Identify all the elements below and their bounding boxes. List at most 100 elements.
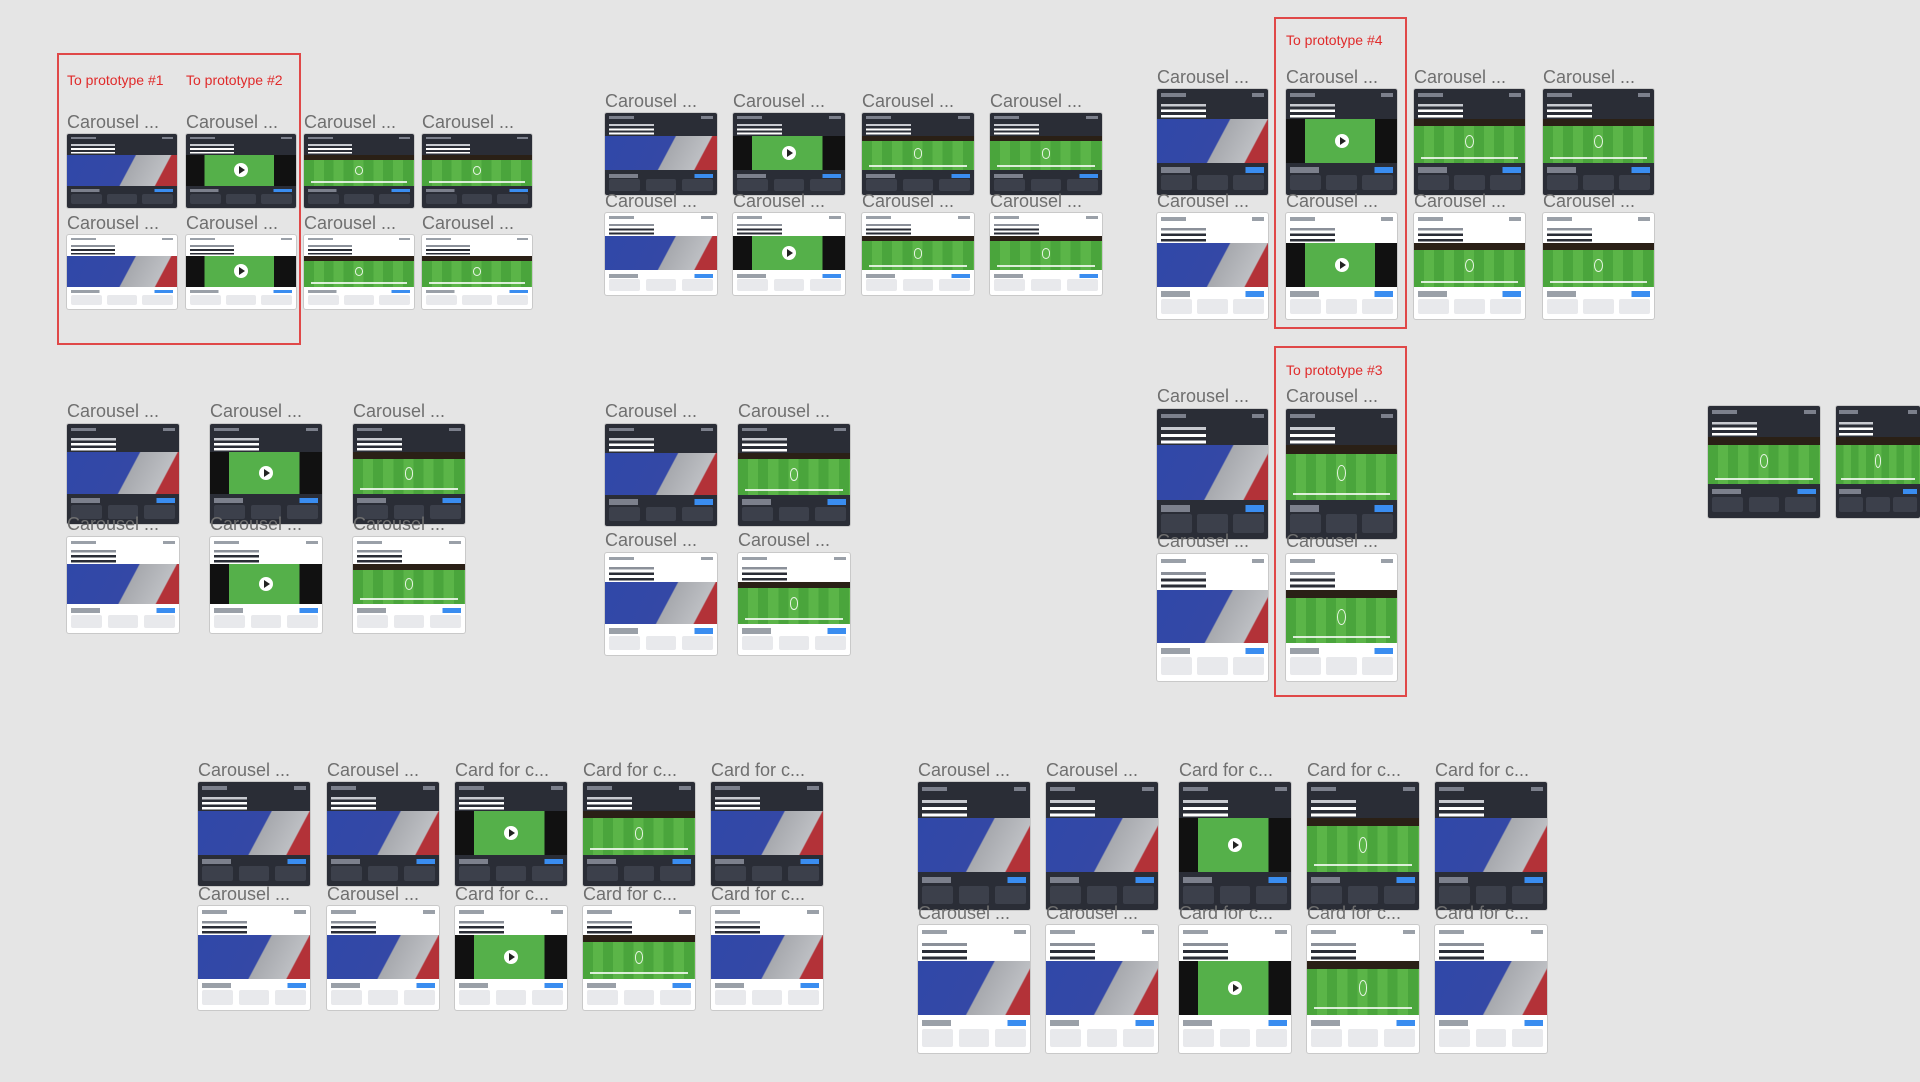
odds-button[interactable] — [959, 1029, 990, 1047]
odds-button[interactable] — [308, 194, 338, 204]
video-player[interactable] — [733, 136, 845, 170]
odds-button[interactable] — [922, 886, 953, 904]
odds-button[interactable] — [426, 194, 456, 204]
odds-button[interactable] — [379, 194, 409, 204]
live-stream[interactable] — [353, 452, 465, 494]
playback-bar[interactable] — [590, 972, 689, 974]
odds-button[interactable] — [459, 990, 490, 1005]
odds-button[interactable] — [752, 866, 783, 881]
odds-button[interactable] — [646, 507, 677, 521]
odds-button[interactable] — [1439, 1029, 1470, 1047]
odds-button[interactable] — [1454, 175, 1485, 190]
odds-button[interactable] — [1384, 886, 1415, 904]
video-player[interactable] — [455, 935, 567, 979]
frame-title[interactable]: Card for c... — [711, 884, 805, 904]
odds-button[interactable] — [1476, 1029, 1507, 1047]
frame-title[interactable]: Carousel ... — [605, 191, 697, 211]
match-card[interactable] — [1046, 925, 1158, 1053]
odds-button[interactable] — [682, 507, 713, 521]
match-card[interactable] — [733, 213, 845, 295]
odds-button[interactable] — [779, 636, 810, 650]
frame-title[interactable]: Card for c... — [583, 760, 677, 780]
odds-button[interactable] — [1233, 657, 1264, 675]
odds-button[interactable] — [1583, 299, 1614, 314]
match-card[interactable] — [1157, 89, 1268, 195]
odds-button[interactable] — [646, 179, 677, 190]
match-card[interactable] — [1543, 213, 1654, 319]
playback-bar[interactable] — [1314, 864, 1413, 866]
match-card[interactable] — [304, 235, 414, 309]
odds-button[interactable] — [496, 866, 527, 881]
odds-button[interactable] — [379, 295, 409, 305]
video-player[interactable] — [1179, 961, 1291, 1015]
odds-button[interactable] — [214, 615, 245, 628]
odds-button[interactable] — [995, 1029, 1026, 1047]
odds-button[interactable] — [394, 615, 425, 628]
frame-title[interactable]: Carousel ... — [198, 760, 290, 780]
match-card[interactable] — [738, 553, 850, 655]
playback-bar[interactable] — [590, 848, 689, 850]
match-card[interactable] — [1157, 213, 1268, 319]
live-stream[interactable] — [353, 564, 465, 604]
odds-button[interactable] — [1183, 886, 1214, 904]
frame-title[interactable]: Carousel ... — [1046, 903, 1138, 923]
prototype-link-label[interactable]: To prototype #3 — [1286, 362, 1383, 378]
odds-button[interactable] — [959, 886, 990, 904]
match-card[interactable] — [1179, 782, 1291, 910]
match-card[interactable] — [583, 906, 695, 1010]
frame-title[interactable]: Card for c... — [1179, 760, 1273, 780]
odds-button[interactable] — [1233, 514, 1264, 532]
frame-title[interactable]: Carousel ... — [918, 903, 1010, 923]
odds-button[interactable] — [497, 194, 527, 204]
frame-title[interactable]: Card for c... — [1435, 760, 1529, 780]
video-player[interactable] — [455, 811, 567, 855]
odds-button[interactable] — [587, 990, 618, 1005]
match-card[interactable] — [1414, 89, 1525, 195]
odds-button[interactable] — [815, 507, 846, 521]
odds-button[interactable] — [1197, 514, 1228, 532]
odds-button[interactable] — [1197, 657, 1228, 675]
odds-button[interactable] — [609, 636, 640, 650]
odds-button[interactable] — [994, 179, 1025, 190]
frame-title[interactable]: Carousel ... — [1157, 191, 1249, 211]
match-card[interactable] — [862, 113, 974, 195]
odds-button[interactable] — [682, 179, 713, 190]
playback-bar[interactable] — [745, 489, 844, 491]
frame-title[interactable]: Card for c... — [1435, 903, 1529, 923]
odds-button[interactable] — [344, 295, 374, 305]
playback-bar[interactable] — [1715, 478, 1814, 480]
odds-button[interactable] — [939, 279, 970, 290]
frame-title[interactable]: Carousel ... — [918, 760, 1010, 780]
odds-button[interactable] — [1050, 1029, 1081, 1047]
frame-title[interactable]: Carousel ... — [862, 191, 954, 211]
odds-button[interactable] — [1311, 1029, 1342, 1047]
odds-button[interactable] — [624, 990, 655, 1005]
odds-button[interactable] — [682, 279, 713, 290]
live-stream[interactable] — [304, 256, 414, 287]
playback-bar[interactable] — [1314, 1007, 1413, 1009]
odds-button[interactable] — [108, 615, 139, 628]
odds-button[interactable] — [459, 866, 490, 881]
frame-title[interactable]: Carousel ... — [1543, 191, 1635, 211]
live-stream[interactable] — [1543, 119, 1654, 164]
odds-button[interactable] — [462, 194, 492, 204]
match-card[interactable] — [327, 906, 439, 1010]
odds-button[interactable] — [742, 636, 773, 650]
odds-button[interactable] — [357, 615, 388, 628]
odds-button[interactable] — [1619, 175, 1650, 190]
live-stream[interactable] — [1543, 243, 1654, 288]
frame-title[interactable]: Carousel ... — [738, 401, 830, 421]
frame-title[interactable]: Carousel ... — [1046, 760, 1138, 780]
odds-button[interactable] — [752, 990, 783, 1005]
odds-button[interactable] — [939, 179, 970, 190]
play-icon[interactable] — [1228, 838, 1242, 852]
odds-button[interactable] — [774, 279, 805, 290]
match-card[interactable] — [1307, 925, 1419, 1053]
frame-title[interactable]: Card for c... — [1179, 903, 1273, 923]
extra-card-2[interactable] — [1836, 406, 1920, 518]
play-icon[interactable] — [1228, 981, 1242, 995]
odds-button[interactable] — [1123, 886, 1154, 904]
odds-button[interactable] — [1348, 1029, 1379, 1047]
odds-button[interactable] — [646, 279, 677, 290]
odds-button[interactable] — [1785, 497, 1816, 513]
